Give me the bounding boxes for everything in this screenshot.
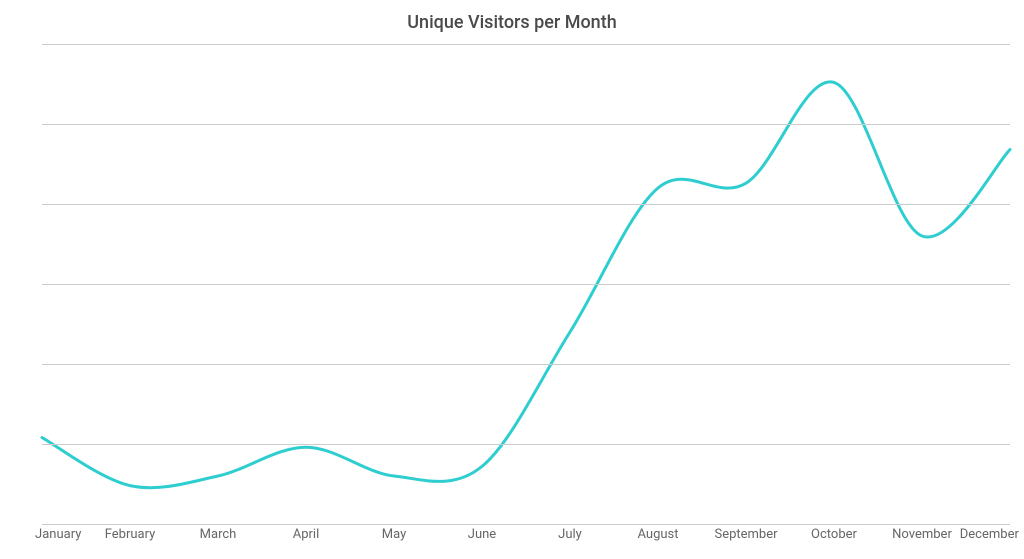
chart-title: Unique Visitors per Month — [0, 0, 1024, 33]
x-axis-label: December — [960, 527, 1019, 542]
x-axis-labels: JanuaryFebruaryMarchAprilMayJuneJulyAugu… — [42, 527, 1010, 547]
x-axis-label: April — [293, 527, 320, 542]
gridline — [42, 364, 1010, 365]
x-axis-label: March — [200, 527, 237, 542]
gridline — [42, 284, 1010, 285]
plot-area — [42, 44, 1010, 524]
x-axis-label: July — [558, 527, 582, 542]
x-axis-label: June — [468, 527, 496, 542]
x-axis-label: January — [35, 527, 81, 542]
gridline — [42, 204, 1010, 205]
x-axis-label: May — [382, 527, 406, 542]
x-axis-label: February — [105, 527, 156, 542]
gridline — [42, 124, 1010, 125]
gridline — [42, 444, 1010, 445]
x-axis-label: October — [811, 527, 857, 542]
x-axis-label: November — [892, 527, 952, 542]
x-axis-label: September — [714, 527, 777, 542]
gridline — [42, 524, 1010, 525]
gridline — [42, 44, 1010, 45]
visitors-chart: Unique Visitors per Month January Februar… — [0, 0, 1024, 559]
x-axis-label: August — [637, 527, 678, 542]
